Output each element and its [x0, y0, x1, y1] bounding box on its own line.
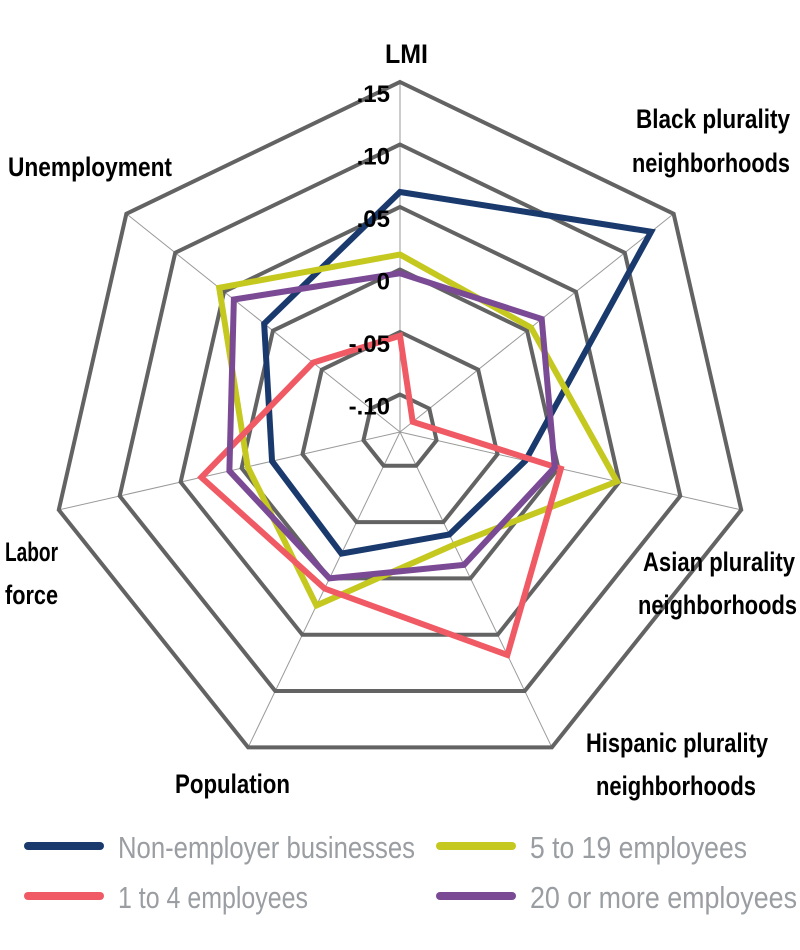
legend-label: 5 to 19 employees	[530, 830, 747, 865]
axis-label: neighborhoods	[638, 590, 797, 620]
axis-label: Hispanic plurality	[586, 728, 768, 758]
grid-ring	[300, 329, 500, 525]
legend-item: Non-employer businesses	[24, 830, 415, 865]
axis-label: force	[5, 580, 58, 610]
axis-label: LMI	[385, 39, 428, 69]
tick-label: -.05	[349, 331, 390, 358]
radar-series	[197, 188, 656, 659]
axis-labels: LMI Black plurality neighborhoods Asian plu…	[5, 39, 797, 801]
legend-item: 1 to 4 employees	[24, 880, 308, 915]
axis-label: Population	[175, 769, 290, 799]
tick-label: -.10	[349, 394, 390, 421]
axis-label: neighborhoods	[596, 771, 756, 801]
grid-ring	[117, 142, 683, 694]
axis-label: neighborhoods	[632, 148, 790, 178]
series-line	[261, 188, 656, 557]
legend: Non-employer businesses 5 to 19 employees…	[24, 830, 797, 915]
tick-labels: -.10 -.05 0 .05 .10 .15	[349, 81, 390, 421]
legend-label: 20 or more employees	[530, 880, 797, 915]
legend-label: Non-employer businesses	[118, 830, 415, 865]
grid-ring	[56, 79, 744, 750]
tick-label: .15	[357, 81, 390, 108]
axis-spoke	[399, 431, 553, 748]
legend-label: 1 to 4 employees	[118, 880, 308, 915]
legend-item: 5 to 19 employees	[436, 830, 747, 865]
series-line	[226, 270, 558, 582]
series-line	[197, 331, 565, 659]
tick-label: 0	[377, 269, 390, 296]
tick-label: .10	[357, 144, 390, 171]
axis-label: Labor	[5, 537, 58, 567]
legend-item: 20 or more employees	[436, 880, 797, 915]
axis-spoke	[399, 213, 674, 433]
grid-ring	[361, 392, 439, 468]
axis-spoke	[399, 431, 742, 511]
axis-label: Unemployment	[8, 152, 172, 182]
grid-ring	[178, 204, 622, 637]
tick-label: .05	[357, 206, 390, 233]
axis-label: Asian plurality	[643, 547, 795, 577]
axis-label: Black plurality	[636, 104, 790, 134]
